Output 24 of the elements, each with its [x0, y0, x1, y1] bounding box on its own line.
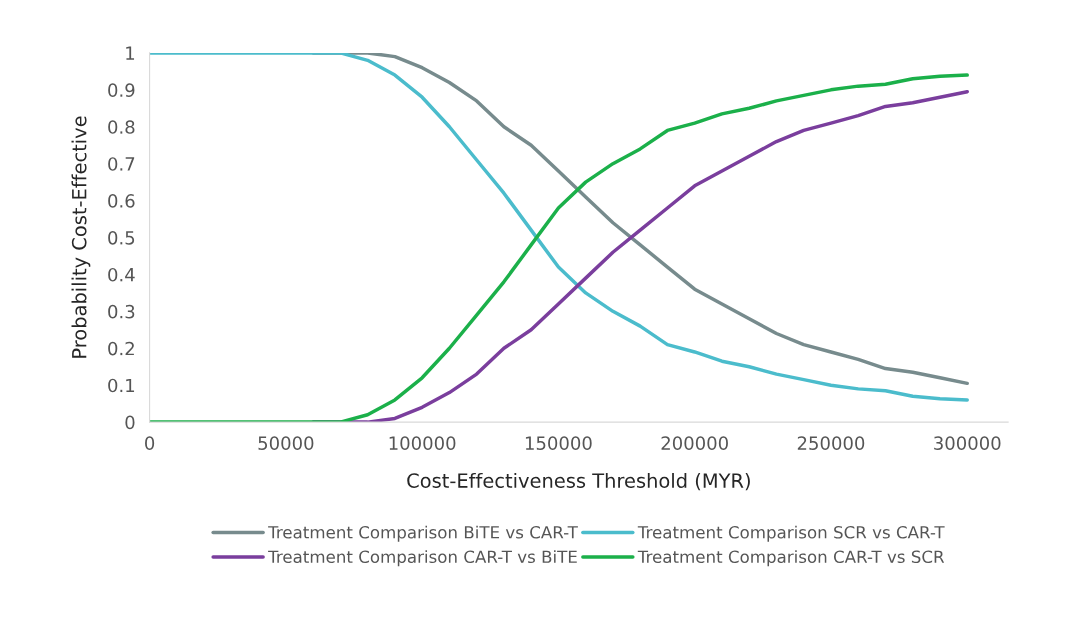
- x-tick-label: 250000: [797, 436, 865, 450]
- legend-label: Treatment Comparison CAR-T vs SCR: [637, 550, 945, 567]
- x-tick-label: 300000: [934, 436, 1001, 450]
- y-tick-label: 0.4: [108, 267, 135, 282]
- y-tick-label: 0.6: [108, 194, 135, 208]
- y-tick-label: 0.7: [108, 157, 135, 171]
- y-tick-label: 1: [126, 46, 135, 60]
- y-tick-label: 0.9: [108, 83, 135, 97]
- y-tick-label: 0.3: [108, 304, 135, 319]
- legend-label: Treatment Comparison BiTE vs CAR-T: [268, 525, 578, 542]
- y-tick-label: 0.8: [108, 120, 135, 134]
- x-tick-label: 100000: [389, 436, 456, 450]
- y-axis-title: Probability Cost-Effective: [71, 116, 91, 358]
- y-tick-label: 0.2: [108, 341, 134, 356]
- x-axis-title: Cost-Effectiveness Threshold (MYR): [407, 472, 750, 491]
- y-tick-label: 0.1: [108, 378, 135, 393]
- x-tick-label: 200000: [661, 436, 728, 450]
- legend-label: Treatment Comparison CAR-T vs BiTE: [268, 550, 577, 567]
- x-tick-label: 50000: [258, 436, 314, 450]
- y-tick-label: 0.5: [108, 230, 135, 245]
- legend-label: Treatment Comparison SCR vs CAR-T: [637, 525, 945, 542]
- y-tick-label: 0: [125, 415, 135, 430]
- x-tick-label: 150000: [525, 436, 592, 450]
- x-tick-label: 0: [145, 436, 155, 450]
